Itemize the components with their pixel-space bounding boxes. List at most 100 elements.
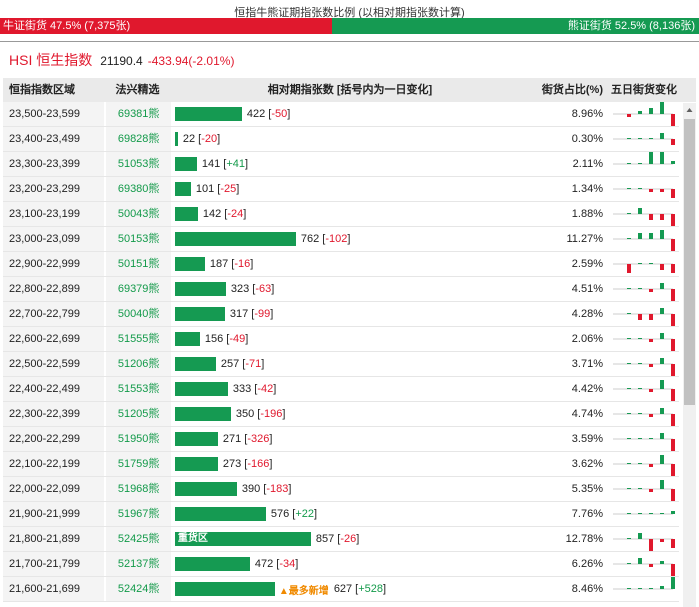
- contracts-value: 762: [300, 233, 320, 245]
- daily-change: [-196]: [257, 408, 286, 420]
- warrant-code-link[interactable]: 52137熊: [106, 552, 171, 576]
- contracts-bar: 重货区: [174, 532, 311, 546]
- outstanding-pct: 4.51%: [530, 277, 609, 301]
- contracts-cell: 187 [-16]: [172, 252, 531, 276]
- sparkline-bar: [659, 264, 664, 270]
- warrant-code-link[interactable]: 51555熊: [106, 327, 171, 351]
- index-name[interactable]: HSI 恒生指数: [9, 52, 93, 68]
- sparkline-bar: [670, 264, 675, 273]
- table-row: 22,400-22,499 51553熊 333 [-42] 4.42%: [3, 377, 679, 402]
- sparkline-bar: [648, 389, 653, 392]
- warrant-code-link[interactable]: 51950熊: [106, 427, 171, 451]
- sparkline-bar: [659, 513, 664, 514]
- five-day-sparkline: [608, 327, 679, 351]
- contracts-cell: 472 [-34]: [172, 552, 531, 576]
- sparkline-bar: [626, 413, 631, 414]
- warrant-code-link[interactable]: 51206熊: [106, 352, 171, 376]
- table-row: 22,800-22,899 69379熊 323 [-63] 4.51%: [3, 277, 679, 302]
- daily-change-value: -99: [254, 308, 271, 320]
- contracts-cell: 重货区 857 [-26]: [172, 527, 531, 551]
- range-cell: 21,800-21,899: [3, 527, 105, 551]
- contracts-bar: [174, 157, 197, 171]
- contracts-value: 857: [315, 533, 335, 545]
- sparkline-bar: [659, 455, 664, 464]
- sparkline-bar: [626, 513, 631, 514]
- daily-change-value: +22: [295, 508, 314, 520]
- warrant-code-link[interactable]: 69381熊: [106, 102, 171, 126]
- sparkline-bar: [637, 314, 642, 320]
- outstanding-pct: 2.06%: [530, 327, 609, 351]
- sparkline-bar: [659, 380, 664, 389]
- daily-change: [-166]: [244, 458, 273, 470]
- sparkline-bar: [626, 488, 631, 489]
- daily-change-value: -16: [234, 258, 251, 270]
- table-row: 21,600-21,699 52424熊 ▲最多新增 627 [+528] 8.46%: [3, 577, 679, 602]
- sparkline-bar: [670, 511, 675, 514]
- warrant-code-link[interactable]: 50153熊: [106, 227, 171, 251]
- five-day-sparkline: [608, 452, 679, 476]
- index-value: 21190.4: [100, 54, 143, 68]
- warrant-code-link[interactable]: 52425熊: [106, 527, 171, 551]
- sparkline-bar: [670, 539, 675, 548]
- five-day-sparkline: [608, 427, 679, 451]
- daily-change-value: -71: [245, 358, 262, 370]
- sparkline-bar: [659, 283, 664, 289]
- sparkline-bar: [659, 358, 664, 364]
- daily-change: [+22]: [292, 508, 318, 520]
- contracts-bar: [174, 107, 242, 121]
- sparkline-bar: [659, 214, 664, 220]
- range-cell: 22,300-22,399: [3, 402, 105, 426]
- outstanding-pct: 4.28%: [530, 302, 609, 326]
- warrant-code-link[interactable]: 52424熊: [106, 577, 171, 601]
- outstanding-pct: 3.62%: [530, 452, 609, 476]
- scroll-up-arrow-icon[interactable]: [683, 103, 696, 117]
- warrant-code-link[interactable]: 51205熊: [106, 402, 171, 426]
- bull-bear-ratio-bar: 牛证街货 47.5% (7,375张) 熊证街货 52.5% (8,136张): [0, 18, 699, 34]
- daily-change-value: -26: [340, 533, 357, 545]
- range-cell: 21,700-21,799: [3, 552, 105, 576]
- table-row: 22,600-22,699 51555熊 156 [-49] 2.06%: [3, 327, 679, 352]
- contracts-bar: [174, 257, 205, 271]
- sparkline-bar: [670, 577, 675, 589]
- sparkline-bar: [648, 513, 653, 514]
- warrant-code-link[interactable]: 69828熊: [106, 127, 171, 151]
- warrant-code-link[interactable]: 51053熊: [106, 152, 171, 176]
- warrant-code-link[interactable]: 50040熊: [106, 302, 171, 326]
- five-day-sparkline: [608, 277, 679, 301]
- warrant-code-link[interactable]: 51967熊: [106, 502, 171, 526]
- warrant-code-link[interactable]: 51759熊: [106, 452, 171, 476]
- sparkline-bar: [670, 289, 675, 301]
- column-header-contracts: 相对期指张数 [括号内为一日变化]: [267, 84, 433, 96]
- contracts-bar: [174, 357, 216, 371]
- warrant-code-link[interactable]: 51553熊: [106, 377, 171, 401]
- sparkline-bar: [637, 338, 642, 339]
- sparkline-bar: [626, 138, 631, 139]
- daily-change-value: -24: [227, 208, 244, 220]
- scrollbar-thumb[interactable]: [684, 119, 695, 405]
- page-title: 恒指牛熊证期指张数比例 (以相对期指张数计算): [234, 7, 465, 19]
- warrant-code-link[interactable]: 50043熊: [106, 202, 171, 226]
- table-row: 23,400-23,499 69828熊 22 [-20] 0.30%: [3, 127, 679, 152]
- contracts-value: 576: [270, 508, 290, 520]
- daily-change: [-49]: [226, 333, 249, 345]
- table-row: 22,500-22,599 51206熊 257 [-71] 3.71%: [3, 352, 679, 377]
- column-header-five-day-change: 五日街货变化: [611, 84, 677, 96]
- vertical-scrollbar[interactable]: [683, 103, 696, 607]
- sparkline-bar: [637, 463, 642, 464]
- outstanding-pct: 11.27%: [530, 227, 609, 251]
- five-day-sparkline: [608, 502, 679, 526]
- five-day-sparkline: [608, 252, 679, 276]
- table-row: 22,900-22,999 50151熊 187 [-16] 2.59%: [3, 252, 679, 277]
- sparkline-bar: [626, 463, 631, 464]
- warrant-code-link[interactable]: 51968熊: [106, 477, 171, 501]
- five-day-sparkline: [608, 477, 679, 501]
- contracts-bar: [174, 207, 198, 221]
- contracts-bar: [174, 507, 266, 521]
- range-cell: 21,900-21,999: [3, 502, 105, 526]
- warrant-code-link[interactable]: 69380熊: [106, 177, 171, 201]
- table-row: 22,300-22,399 51205熊 350 [-196] 4.74%: [3, 402, 679, 427]
- table-row: 23,300-23,399 51053熊 141 [+41] 2.11%: [3, 152, 679, 177]
- warrant-code-link[interactable]: 50151熊: [106, 252, 171, 276]
- range-cell: 22,900-22,999: [3, 252, 105, 276]
- warrant-code-link[interactable]: 69379熊: [106, 277, 171, 301]
